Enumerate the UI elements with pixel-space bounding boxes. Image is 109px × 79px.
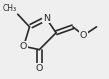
Text: CH₃: CH₃: [3, 4, 17, 13]
Text: O: O: [20, 42, 27, 51]
Text: N: N: [43, 14, 50, 23]
Text: O: O: [80, 31, 87, 40]
Text: O: O: [36, 64, 43, 73]
